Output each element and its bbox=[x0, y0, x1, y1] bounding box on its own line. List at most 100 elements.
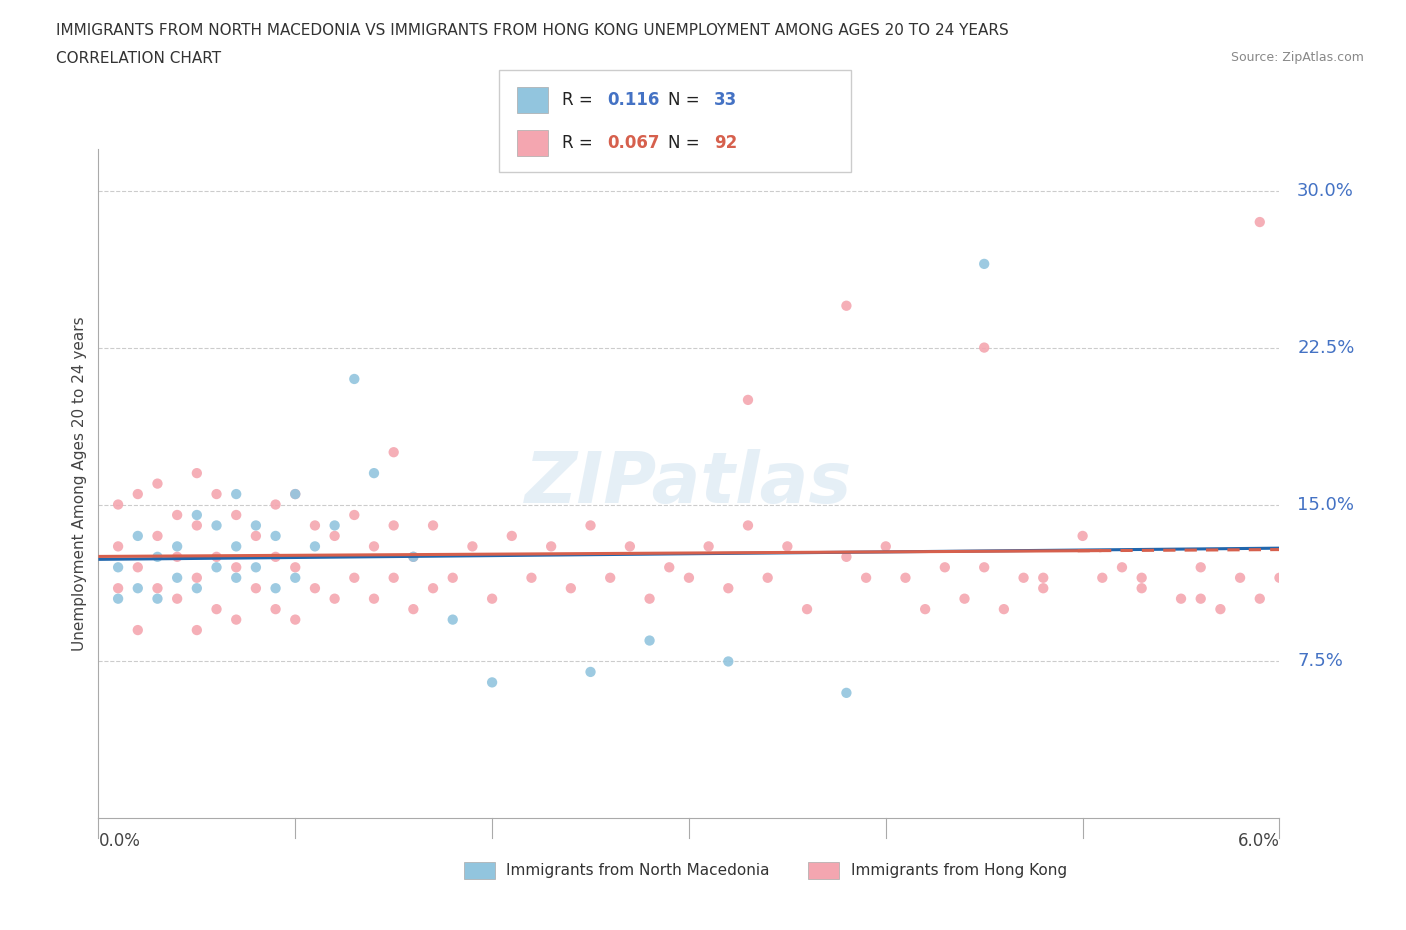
Point bbox=[1170, 591, 1192, 606]
Text: IMMIGRANTS FROM NORTH MACEDONIA VS IMMIGRANTS FROM HONG KONG UNEMPLOYMENT AMONG : IMMIGRANTS FROM NORTH MACEDONIA VS IMMIG… bbox=[56, 23, 1010, 38]
Text: Source: ZipAtlas.com: Source: ZipAtlas.com bbox=[1230, 51, 1364, 64]
Point bbox=[441, 612, 464, 627]
Point bbox=[245, 528, 267, 543]
Point bbox=[540, 539, 562, 554]
Point bbox=[382, 518, 405, 533]
Point bbox=[127, 580, 149, 596]
Point bbox=[1209, 602, 1232, 617]
Point bbox=[186, 466, 208, 481]
Point bbox=[245, 518, 267, 533]
Point bbox=[323, 528, 346, 543]
Point bbox=[382, 570, 405, 585]
Text: 0.116: 0.116 bbox=[607, 91, 659, 110]
Point bbox=[107, 591, 129, 606]
Point bbox=[284, 570, 307, 585]
Point bbox=[422, 580, 444, 596]
Text: R =: R = bbox=[562, 91, 599, 110]
Text: 22.5%: 22.5% bbox=[1298, 339, 1354, 356]
Point bbox=[481, 591, 503, 606]
Point bbox=[973, 340, 995, 355]
Point bbox=[205, 602, 228, 617]
Point bbox=[284, 486, 307, 501]
Point bbox=[127, 623, 149, 638]
Point bbox=[835, 299, 858, 313]
Text: 0.067: 0.067 bbox=[607, 134, 659, 153]
Point bbox=[205, 486, 228, 501]
Point bbox=[343, 372, 366, 387]
Point bbox=[934, 560, 956, 575]
Point bbox=[284, 560, 307, 575]
Point bbox=[186, 570, 208, 585]
Point bbox=[264, 580, 287, 596]
Point bbox=[796, 602, 818, 617]
Point bbox=[1268, 570, 1291, 585]
Point bbox=[284, 486, 307, 501]
Point bbox=[579, 664, 602, 679]
Point bbox=[1012, 570, 1035, 585]
Point bbox=[619, 539, 641, 554]
Point bbox=[1249, 215, 1271, 230]
Point bbox=[1091, 570, 1114, 585]
Point bbox=[225, 486, 247, 501]
Text: Immigrants from North Macedonia: Immigrants from North Macedonia bbox=[506, 863, 769, 878]
Point bbox=[343, 570, 366, 585]
Point bbox=[697, 539, 720, 554]
Point bbox=[599, 570, 621, 585]
Point bbox=[894, 570, 917, 585]
Point bbox=[520, 570, 543, 585]
Point bbox=[363, 466, 385, 481]
Point bbox=[146, 591, 169, 606]
Y-axis label: Unemployment Among Ages 20 to 24 years: Unemployment Among Ages 20 to 24 years bbox=[72, 316, 87, 651]
Point bbox=[186, 508, 208, 523]
Point bbox=[717, 654, 740, 669]
Point bbox=[402, 602, 425, 617]
Point bbox=[225, 539, 247, 554]
Point bbox=[1032, 570, 1054, 585]
Point bbox=[343, 508, 366, 523]
Point bbox=[323, 591, 346, 606]
Point bbox=[1229, 570, 1251, 585]
Point bbox=[993, 602, 1015, 617]
Text: N =: N = bbox=[668, 91, 704, 110]
Point bbox=[264, 602, 287, 617]
Point bbox=[284, 612, 307, 627]
Point bbox=[855, 570, 877, 585]
Point bbox=[835, 685, 858, 700]
Point bbox=[737, 392, 759, 407]
Text: CORRELATION CHART: CORRELATION CHART bbox=[56, 51, 221, 66]
Point bbox=[127, 560, 149, 575]
Point bbox=[304, 580, 326, 596]
Point bbox=[579, 518, 602, 533]
Point bbox=[461, 539, 484, 554]
Point bbox=[146, 550, 169, 565]
Point bbox=[225, 570, 247, 585]
Point bbox=[973, 257, 995, 272]
Point bbox=[638, 633, 661, 648]
Point bbox=[225, 508, 247, 523]
Point bbox=[1032, 580, 1054, 596]
Point bbox=[146, 476, 169, 491]
Text: Immigrants from Hong Kong: Immigrants from Hong Kong bbox=[851, 863, 1067, 878]
Point bbox=[323, 518, 346, 533]
Text: N =: N = bbox=[668, 134, 704, 153]
Point bbox=[402, 550, 425, 565]
Point bbox=[441, 570, 464, 585]
Point bbox=[658, 560, 681, 575]
Point bbox=[1189, 560, 1212, 575]
Point bbox=[737, 518, 759, 533]
Point bbox=[717, 580, 740, 596]
Point bbox=[264, 498, 287, 512]
Point bbox=[166, 570, 188, 585]
Text: 7.5%: 7.5% bbox=[1298, 653, 1343, 671]
Point bbox=[678, 570, 700, 585]
Point bbox=[1111, 560, 1133, 575]
Point bbox=[501, 528, 523, 543]
Point bbox=[1130, 570, 1153, 585]
Point bbox=[304, 518, 326, 533]
Point bbox=[973, 560, 995, 575]
Point bbox=[776, 539, 799, 554]
Point bbox=[245, 560, 267, 575]
Point bbox=[166, 508, 188, 523]
Point bbox=[1249, 591, 1271, 606]
Point bbox=[1189, 591, 1212, 606]
